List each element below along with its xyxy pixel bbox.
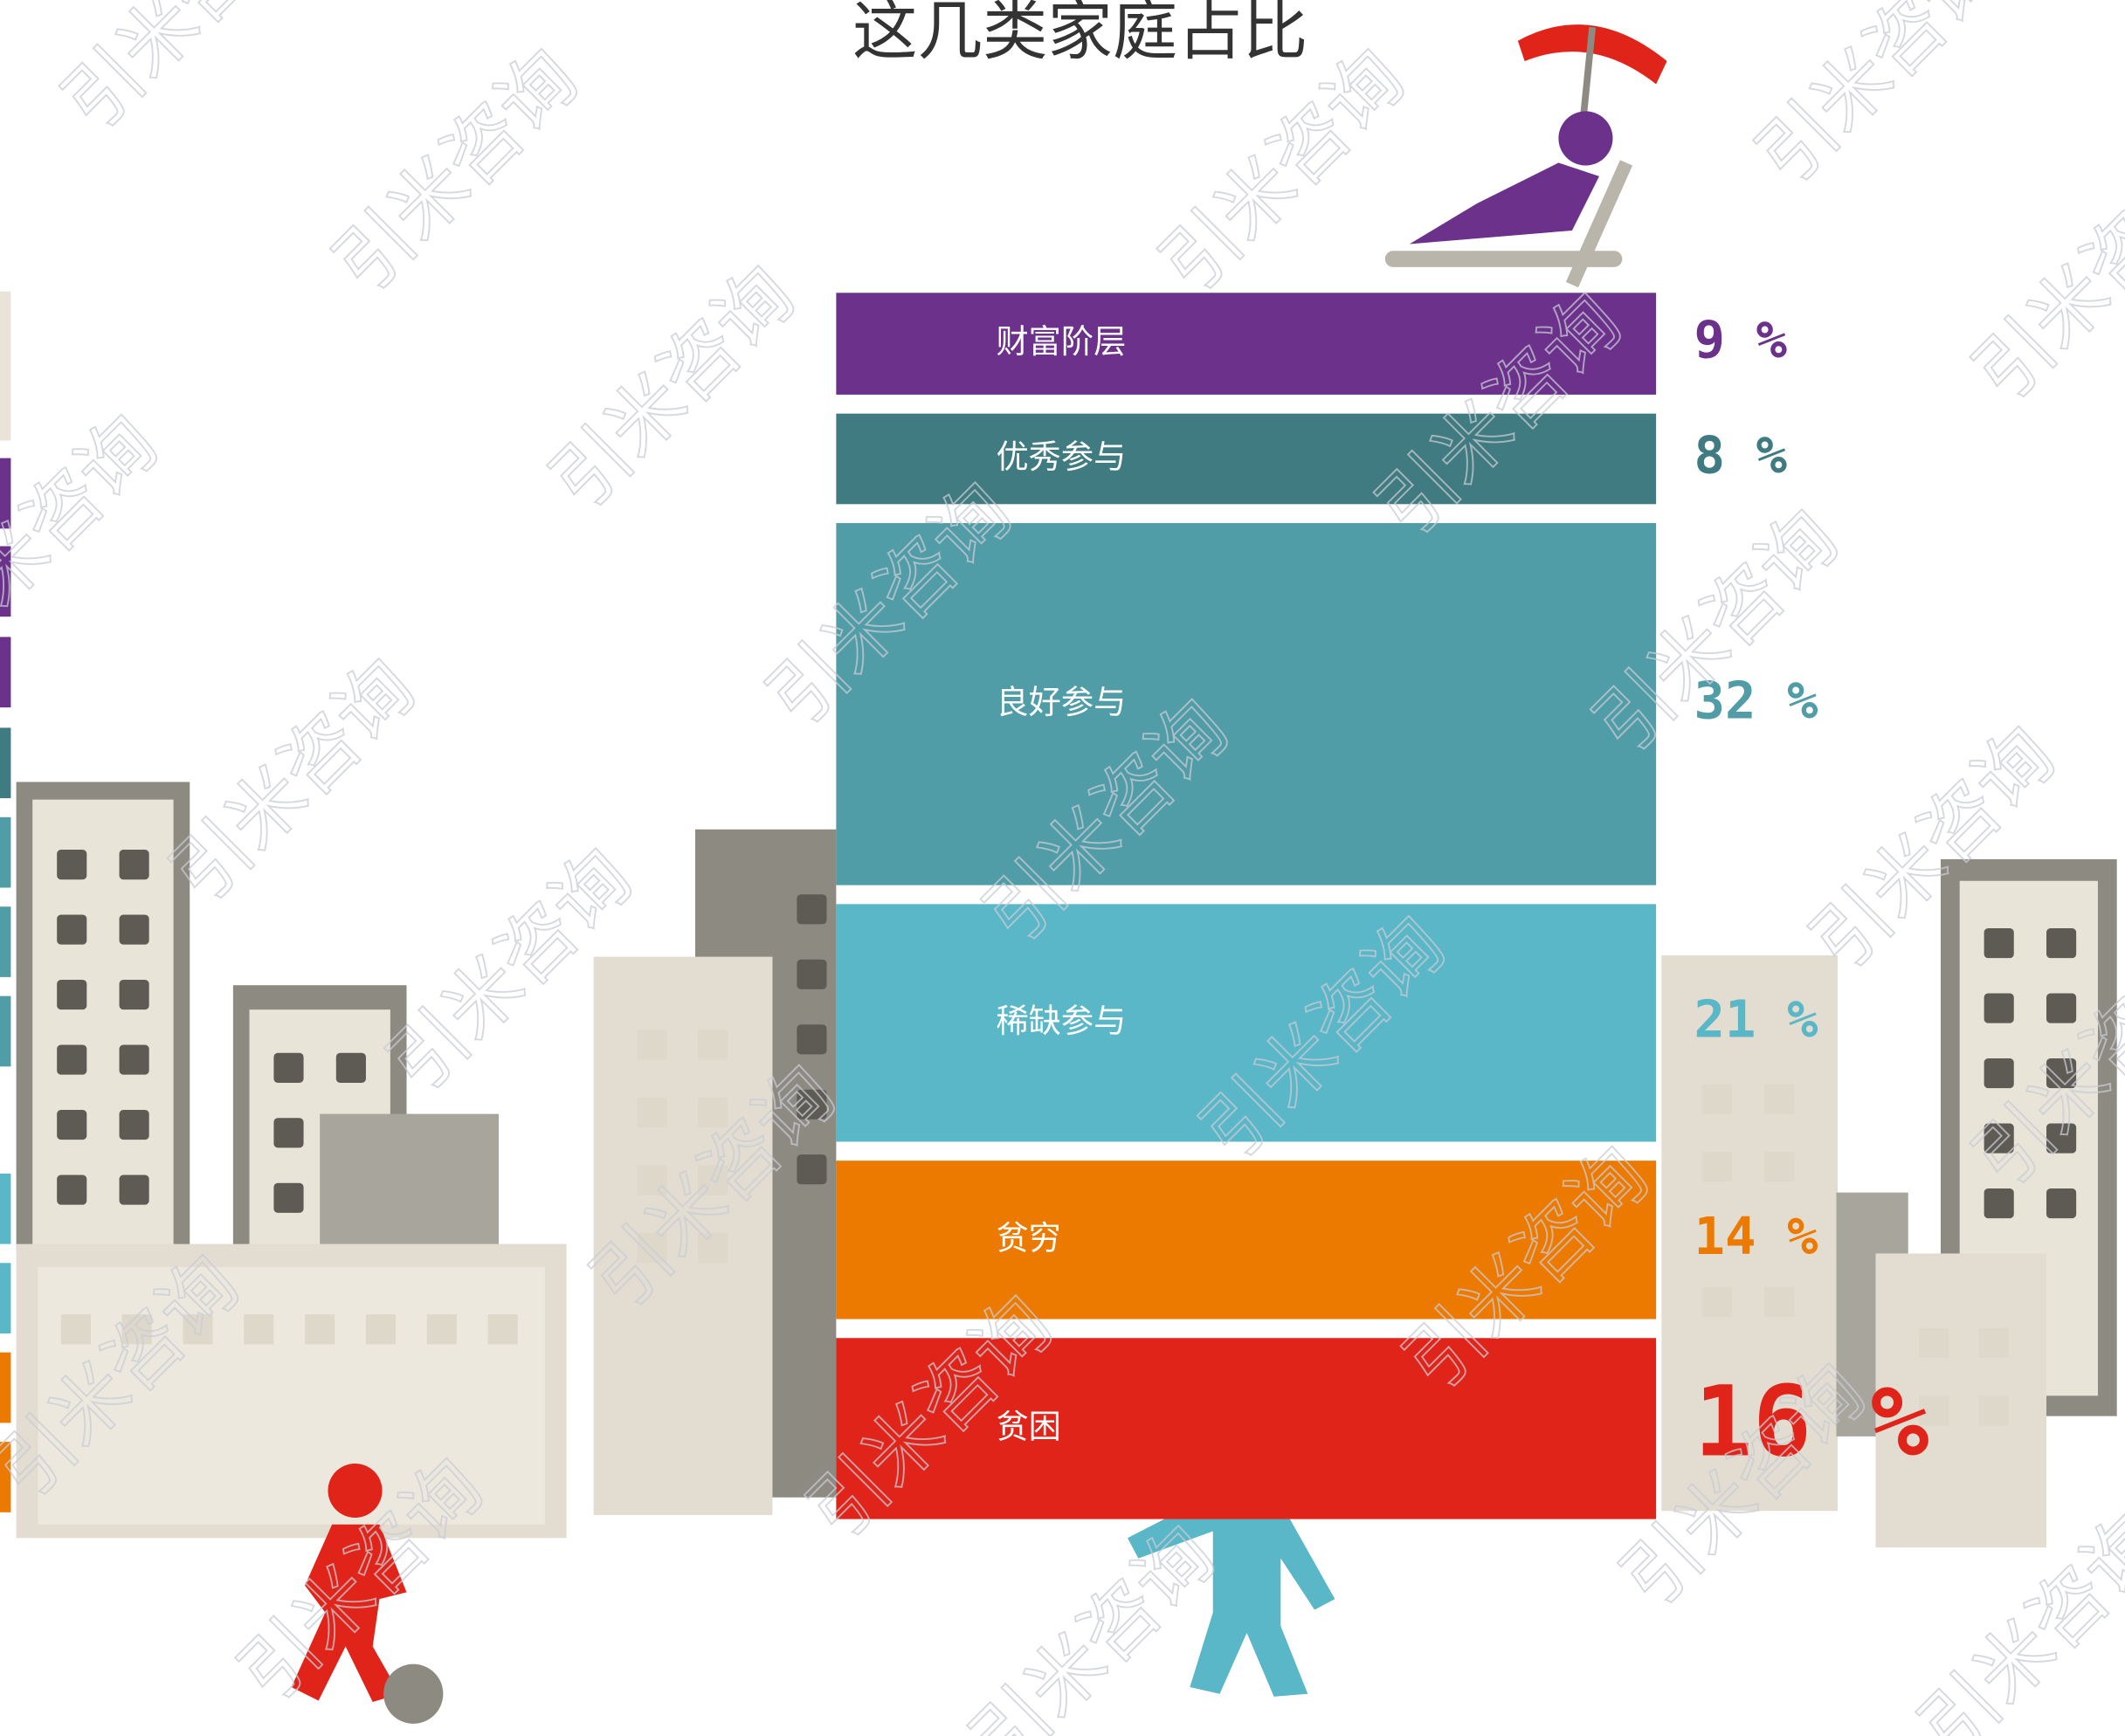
watermark: 引米咨询 (46, 0, 323, 148)
value-label: 14 % (1694, 1206, 1818, 1266)
watermark: 引米咨询 (535, 250, 811, 527)
decor-lounger (1385, 24, 1667, 285)
category-label: 优秀参与 (996, 437, 1126, 476)
value-label: 21 % (1694, 989, 1818, 1050)
watermark: 引米咨询 (155, 643, 431, 920)
decor-left-strip (0, 292, 10, 1512)
chart-title: 这几类家庭占比 (852, 0, 1307, 69)
watermark: 引米咨询 (1144, 33, 1421, 310)
watermark: 引米咨询 (1741, 0, 2018, 202)
category-label: 稀缺参与 (996, 1002, 1126, 1040)
watermark: 引米咨询 (955, 1510, 1232, 1736)
category-label: 贫困 (996, 1407, 1060, 1445)
infographic: 这几类家庭占比 财富阶层9 %优秀参与8 %良好参与32 %稀缺参与21 %贫穷… (0, 0, 2125, 1736)
category-label: 良好参与 (996, 683, 1126, 721)
watermark: 引米咨询 (1957, 141, 2125, 418)
category-label: 财富阶层 (996, 322, 1126, 361)
category-label: 贫穷 (996, 1218, 1060, 1257)
value-label: 8 % (1694, 425, 1788, 486)
watermark: 引米咨询 (0, 399, 175, 676)
watermark: 引米咨询 (318, 33, 595, 310)
page: {"chart_data": {"type": "stacked-column"… (0, 0, 2125, 1736)
value-label: 9 % (1694, 310, 1788, 370)
